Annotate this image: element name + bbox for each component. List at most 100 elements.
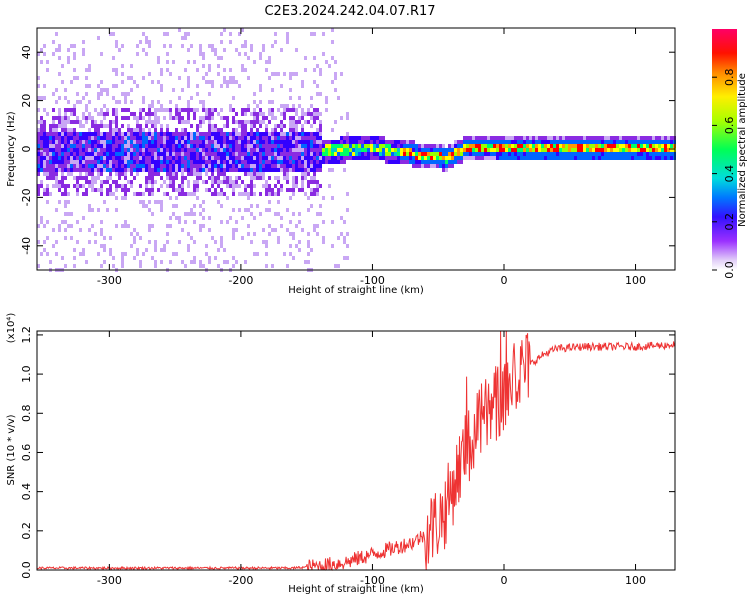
spectrogram-cell xyxy=(247,136,250,140)
spectrogram-cell xyxy=(241,108,244,112)
spectrogram-cell xyxy=(535,144,538,148)
spectrogram-cell xyxy=(184,120,187,124)
spectrogram-cell xyxy=(559,152,562,156)
spectrogram-cell xyxy=(205,136,208,140)
spectrogram-cell xyxy=(316,84,319,88)
spectrogram-cell xyxy=(337,156,340,160)
spectrogram-cell xyxy=(49,136,52,140)
spectrogram-cell xyxy=(223,152,226,156)
spectrogram-cell xyxy=(133,148,136,152)
spectrogram-cell xyxy=(112,120,115,124)
spectrogram-cell xyxy=(73,168,76,172)
spectrogram-cell xyxy=(133,176,136,180)
spectrogram-cell xyxy=(253,52,256,56)
spectrogram-cell xyxy=(82,124,85,128)
spectrogram-cell xyxy=(247,208,250,212)
spectrogram-cell xyxy=(175,196,178,200)
spectrogram-cell xyxy=(118,136,121,140)
spectrogram-cell xyxy=(76,132,79,136)
spectrogram-cell xyxy=(382,156,385,160)
spectrogram-cell xyxy=(163,164,166,168)
spectrogram-cell xyxy=(76,156,79,160)
spectrogram-cell xyxy=(79,160,82,164)
spectrogram-cell xyxy=(217,36,220,40)
spectrogram-cell xyxy=(292,180,295,184)
spectrogram-cell xyxy=(106,248,109,252)
spectrogram-cell xyxy=(73,264,76,268)
spectrogram-cell xyxy=(235,136,238,140)
spectrogram-cell xyxy=(316,148,319,152)
spectrogram-cell xyxy=(298,104,301,108)
spectrogram-cell xyxy=(307,120,310,124)
spectrogram-cell xyxy=(178,64,181,68)
spectrogram-cell xyxy=(40,148,43,152)
spectrogram-cell xyxy=(259,108,262,112)
spectrogram-cell xyxy=(466,136,469,140)
spectrogram-cell xyxy=(73,112,76,116)
spectrogram-cell xyxy=(97,84,100,88)
spectrogram-cell xyxy=(274,40,277,44)
spectrogram-cell xyxy=(211,72,214,76)
spectrogram-cell xyxy=(52,176,55,180)
spectrogram-cell xyxy=(109,176,112,180)
spectrogram-cell xyxy=(361,148,364,152)
spectrogram-cell xyxy=(166,176,169,180)
spectrogram-cell xyxy=(268,188,271,192)
spectrogram-cell xyxy=(514,140,517,144)
spectrogram-cell xyxy=(292,232,295,236)
spectrogram-cell xyxy=(49,224,52,228)
spectrogram-cell xyxy=(265,116,268,120)
spectrogram-cell xyxy=(52,140,55,144)
spectrogram-cell xyxy=(283,140,286,144)
spectrogram-cell xyxy=(322,144,325,148)
spectrogram-cell xyxy=(76,188,79,192)
spectrogram-cell xyxy=(121,164,124,168)
spectrogram-cell xyxy=(262,240,265,244)
spectrogram-cell xyxy=(94,156,97,160)
spectrogram-cell xyxy=(202,144,205,148)
spectrogram-cell xyxy=(631,156,634,160)
spectrogram-cell xyxy=(250,176,253,180)
spectrogram-cell xyxy=(55,88,58,92)
spectrogram-cell xyxy=(148,228,151,232)
spectrogram-cell xyxy=(202,200,205,204)
spectrogram-cell xyxy=(247,108,250,112)
spectrogram-cell xyxy=(253,136,256,140)
spectrogram-cell xyxy=(439,164,442,168)
spectrogram-cell xyxy=(259,172,262,176)
spectrogram-cell xyxy=(262,184,265,188)
spectrogram-cell xyxy=(166,184,169,188)
spectrogram-cell xyxy=(211,116,214,120)
spectrogram-cell xyxy=(130,148,133,152)
spectrogram-cell xyxy=(226,80,229,84)
spectrogram-cell xyxy=(334,124,337,128)
spectrogram-cell xyxy=(655,156,658,160)
spectrogram-cell xyxy=(202,216,205,220)
spectrogram-cell xyxy=(109,132,112,136)
spectrogram-cell xyxy=(85,76,88,80)
spectrogram-cell xyxy=(136,128,139,132)
spectrogram-cell xyxy=(499,144,502,148)
spectrogram-cell xyxy=(178,108,181,112)
spectrogram-cell xyxy=(142,192,145,196)
spectrogram-cell xyxy=(142,116,145,120)
spectrogram-cell xyxy=(181,176,184,180)
spectrogram-cell xyxy=(289,96,292,100)
spectrogram-cell xyxy=(49,176,52,180)
spectrogram-cell xyxy=(232,76,235,80)
spectrogram-cell xyxy=(103,144,106,148)
spectrogram-cell xyxy=(286,136,289,140)
spectrogram-cell xyxy=(352,144,355,148)
spectrogram-cell xyxy=(226,144,229,148)
spectrogram-cell xyxy=(118,264,121,268)
spectrogram-cell xyxy=(280,168,283,172)
spectrogram-cell xyxy=(199,160,202,164)
spectrogram-cell xyxy=(211,48,214,52)
spectrogram-cell xyxy=(61,140,64,144)
spectrogram-cell xyxy=(244,164,247,168)
spectrogram-cell xyxy=(133,168,136,172)
spectrogram-cell xyxy=(109,124,112,128)
spectrogram-cell xyxy=(304,164,307,168)
spectrogram-cell xyxy=(277,108,280,112)
